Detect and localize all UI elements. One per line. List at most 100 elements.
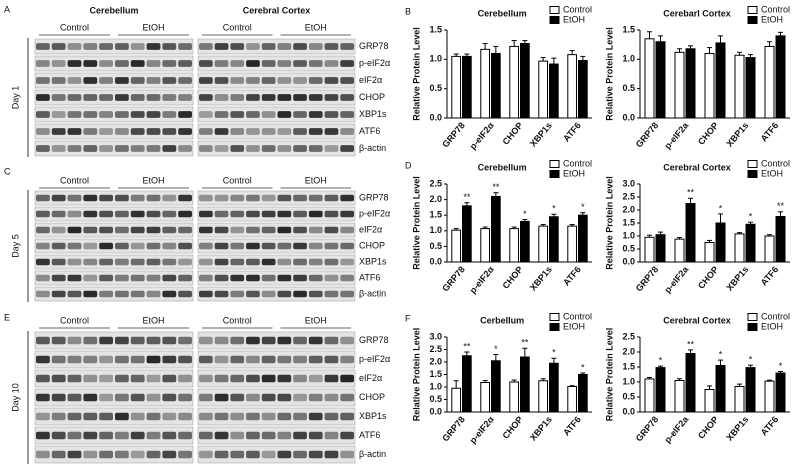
- blot-band: [99, 450, 113, 459]
- panel-letter: C: [4, 166, 11, 176]
- blot-band: [83, 412, 98, 421]
- bar: [549, 362, 559, 413]
- y-tick-label: 1.5: [622, 217, 635, 227]
- blot-band: [293, 77, 307, 84]
- blot-band: [51, 226, 66, 234]
- blot-strip: [197, 55, 356, 72]
- blot-band: [230, 274, 245, 282]
- blot-band: [83, 450, 98, 459]
- protein-label: β-actin: [359, 288, 386, 298]
- blot-band: [115, 290, 129, 298]
- x-tick-label: GRP78: [634, 120, 661, 149]
- protein-label: p-eIF2α: [359, 208, 390, 218]
- bar: [734, 386, 745, 413]
- blot-band: [99, 194, 113, 202]
- y-tick-label: 0.5: [429, 241, 442, 251]
- blot-strip: [197, 222, 356, 238]
- bar: [520, 42, 530, 119]
- blot-band: [277, 450, 292, 459]
- bar: [674, 51, 685, 119]
- blot-band: [340, 60, 354, 67]
- significance-mark: *: [749, 212, 753, 222]
- blot-band: [178, 43, 192, 50]
- bar: [549, 63, 559, 119]
- y-tick-label: 1.0: [429, 381, 442, 391]
- blot-band: [199, 258, 213, 266]
- significance-mark: **: [521, 338, 529, 348]
- blot-band: [246, 412, 260, 421]
- bar: [775, 372, 786, 413]
- blot-band: [324, 242, 339, 250]
- blot-band: [67, 290, 82, 298]
- blot-band: [340, 128, 354, 135]
- blot-band: [277, 393, 292, 402]
- bar: [567, 225, 577, 263]
- x-tick-label: p-eIF2α: [468, 120, 497, 151]
- blot-band: [230, 77, 245, 84]
- blot-band: [36, 242, 50, 250]
- blot-band: [230, 210, 245, 218]
- blot-band: [199, 412, 213, 421]
- blot-band: [230, 412, 245, 421]
- blot-band: [83, 431, 98, 440]
- blot-band: [146, 145, 161, 152]
- blot-band: [162, 194, 177, 202]
- blot-strip: [197, 38, 356, 55]
- blot-band: [115, 412, 129, 421]
- blot-band: [51, 210, 66, 218]
- blot-band: [115, 60, 129, 67]
- y-tick-label: 2.5: [622, 191, 635, 201]
- blot-band: [67, 43, 82, 50]
- y-axis-label: Relative Protein Level: [604, 27, 614, 121]
- blot-band: [83, 210, 98, 218]
- blot-band: [261, 226, 276, 234]
- blot-band: [246, 355, 260, 364]
- significance-mark: **: [687, 188, 695, 198]
- blot-band: [115, 43, 129, 50]
- blot-band: [162, 94, 177, 101]
- blot-band: [324, 258, 339, 266]
- blot-band: [230, 145, 245, 152]
- y-axis-label: Relative Protein Level: [411, 27, 421, 121]
- blot-band: [67, 412, 82, 421]
- blot-band: [293, 258, 307, 266]
- blot-strip: [34, 123, 194, 140]
- blot-band: [162, 355, 177, 364]
- significance-mark: *: [719, 349, 723, 359]
- bar: [578, 374, 588, 413]
- blot-band: [178, 290, 192, 298]
- legend-label: EtOH: [761, 321, 783, 331]
- significance-mark: **: [463, 341, 471, 351]
- blot-band: [308, 111, 323, 118]
- blot-strip: [197, 350, 356, 369]
- blot-band: [36, 111, 50, 118]
- blot-band: [293, 274, 307, 282]
- legend-swatch: [747, 313, 758, 321]
- blot-band: [246, 60, 260, 67]
- legend-swatch: [549, 313, 560, 321]
- bar: [745, 223, 756, 263]
- x-tick-label: p-eIF2a: [662, 264, 691, 295]
- x-tick-label: GRP78: [634, 414, 661, 443]
- blot-strip: [34, 270, 194, 286]
- blot-band: [293, 336, 307, 345]
- bar: [644, 236, 655, 263]
- blot-band: [261, 274, 276, 282]
- blot-band: [162, 77, 177, 84]
- blot-band: [246, 77, 260, 84]
- blot-band: [308, 412, 323, 421]
- x-tick-label: CHOP: [696, 120, 720, 146]
- blot-band: [36, 450, 50, 459]
- legend-swatch: [549, 160, 560, 168]
- x-tick-label: CHOP: [500, 414, 524, 440]
- blot-band: [293, 431, 307, 440]
- blot-band: [83, 336, 98, 345]
- blot-band: [36, 355, 50, 364]
- bar: [715, 222, 726, 263]
- legend-swatch: [549, 170, 560, 178]
- y-tick-label: 0.5: [622, 83, 635, 93]
- blot-band: [146, 393, 161, 402]
- blot-band: [214, 77, 229, 84]
- blot-band: [162, 145, 177, 152]
- blot-band: [51, 274, 66, 282]
